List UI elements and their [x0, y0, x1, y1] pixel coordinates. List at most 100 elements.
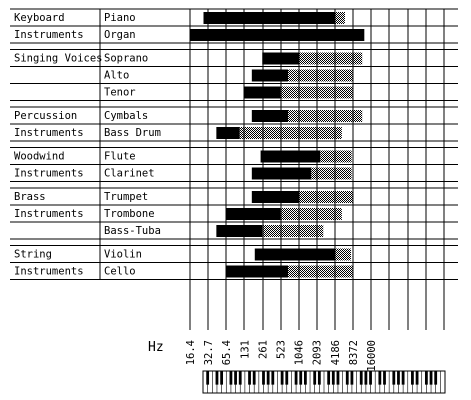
frequency-tick-label: 32.7 — [203, 340, 215, 365]
black-key — [229, 371, 233, 385]
black-key — [383, 371, 386, 385]
harmonics-bar — [334, 12, 345, 24]
black-key — [378, 371, 382, 385]
black-key — [331, 371, 335, 385]
harmonics-bar — [280, 208, 342, 220]
instrument-name: Tenor — [104, 87, 136, 99]
black-key — [206, 371, 210, 385]
group-label: Instruments — [14, 168, 84, 180]
fundamental-bar — [251, 167, 312, 180]
fundamental-bar — [226, 208, 281, 220]
group-label: Instruments — [14, 266, 84, 278]
fundamental-bar — [251, 191, 299, 203]
instrument-name: Cymbals — [104, 110, 148, 122]
group-label: Percussion — [14, 110, 77, 122]
frequency-tick-label: 16000 — [366, 340, 378, 372]
black-key — [285, 371, 289, 385]
frequency-tick-label: 8372 — [348, 340, 360, 365]
black-key — [317, 371, 321, 385]
harmonics-bar — [288, 69, 353, 82]
group-label: Keyboard — [14, 12, 65, 24]
black-key — [350, 371, 354, 385]
harmonics-bar — [262, 225, 324, 237]
black-key — [252, 371, 256, 385]
instrument-name: Cello — [104, 266, 136, 278]
piano-keyboard-icon — [202, 370, 446, 394]
harmonics-bar — [311, 167, 352, 180]
instrument-name: Trumpet — [104, 191, 148, 203]
group-label: Instruments — [14, 127, 84, 139]
black-key — [364, 371, 368, 385]
black-key — [215, 371, 219, 385]
harmonics-bar — [334, 248, 351, 261]
group-label: Brass — [14, 191, 46, 203]
black-key — [397, 371, 400, 385]
frequency-tick-label: 1046 — [294, 340, 306, 365]
instrument-name: Flute — [104, 151, 136, 163]
instrument-name: Soprano — [104, 53, 148, 65]
black-key — [238, 371, 242, 385]
harmonics-bar — [298, 191, 353, 203]
harmonics-bar — [288, 110, 363, 122]
instrument-rows: Piano Organ Keyboard Instruments Soprano Alto… — [10, 8, 458, 280]
black-key — [220, 371, 224, 385]
frequency-tick-label: 131 — [239, 340, 251, 359]
black-key — [299, 371, 303, 385]
black-key — [234, 371, 237, 385]
fundamental-bar — [251, 110, 289, 122]
fundamental-bar — [216, 225, 263, 237]
instrument-name: Clarinet — [104, 168, 155, 180]
instrument-name: Organ — [104, 29, 136, 41]
black-key — [313, 371, 317, 385]
black-key — [271, 371, 275, 385]
black-key — [345, 371, 349, 385]
black-key — [434, 371, 438, 385]
fundamental-bar — [244, 86, 281, 99]
instrument-name: Alto — [104, 70, 129, 82]
instrument-name: Trombone — [104, 208, 155, 220]
black-key — [327, 371, 331, 385]
frequency-tick-label: 16.4 — [185, 340, 197, 365]
harmonics-bar — [320, 150, 352, 163]
group-label: Woodwind — [14, 151, 65, 163]
black-key — [248, 371, 251, 385]
black-key — [415, 371, 419, 385]
black-key — [336, 371, 340, 385]
fundamental-bar — [262, 52, 299, 65]
frequency-tick-label: 65.4 — [221, 340, 233, 365]
harmonics-bar — [239, 127, 342, 139]
black-key — [266, 371, 270, 385]
axis-unit-label: Hz — [148, 340, 164, 355]
harmonics-bar — [288, 265, 353, 278]
fundamental-bar — [226, 265, 289, 278]
fundamental-bar — [254, 248, 335, 261]
frequency-axis: Hz 16.4 32.7 65.4 131 261 523 1046 2093 4186 8372… — [148, 340, 378, 372]
harmonics-bar — [298, 52, 363, 65]
group-label: String — [14, 249, 52, 261]
black-key — [424, 371, 428, 385]
frequency-tick-label: 4186 — [330, 340, 342, 365]
frequency-gridlines — [189, 9, 445, 330]
fundamental-bar — [260, 150, 321, 163]
black-key — [392, 371, 396, 385]
group-label: Instruments — [14, 29, 84, 41]
instrument-name: Piano — [104, 12, 136, 24]
black-key — [303, 371, 307, 385]
frequency-tick-label: 2093 — [312, 340, 324, 365]
black-key — [429, 371, 433, 385]
instrument-name: Bass Drum — [104, 127, 161, 139]
fundamental-bar — [216, 127, 240, 139]
fundamental-bar — [190, 29, 365, 41]
instrument-name: Bass-Tuba — [104, 225, 161, 237]
group-label: Instruments — [14, 208, 84, 220]
frequency-tick-label: 261 — [257, 340, 269, 359]
group-label: Singing Voices — [14, 53, 103, 65]
black-key — [369, 371, 372, 385]
black-key — [401, 371, 405, 385]
black-key — [280, 371, 284, 385]
black-key — [411, 371, 414, 385]
frequency-tick-label: 523 — [276, 340, 288, 359]
fundamental-bar — [203, 12, 335, 24]
black-key — [262, 371, 265, 385]
